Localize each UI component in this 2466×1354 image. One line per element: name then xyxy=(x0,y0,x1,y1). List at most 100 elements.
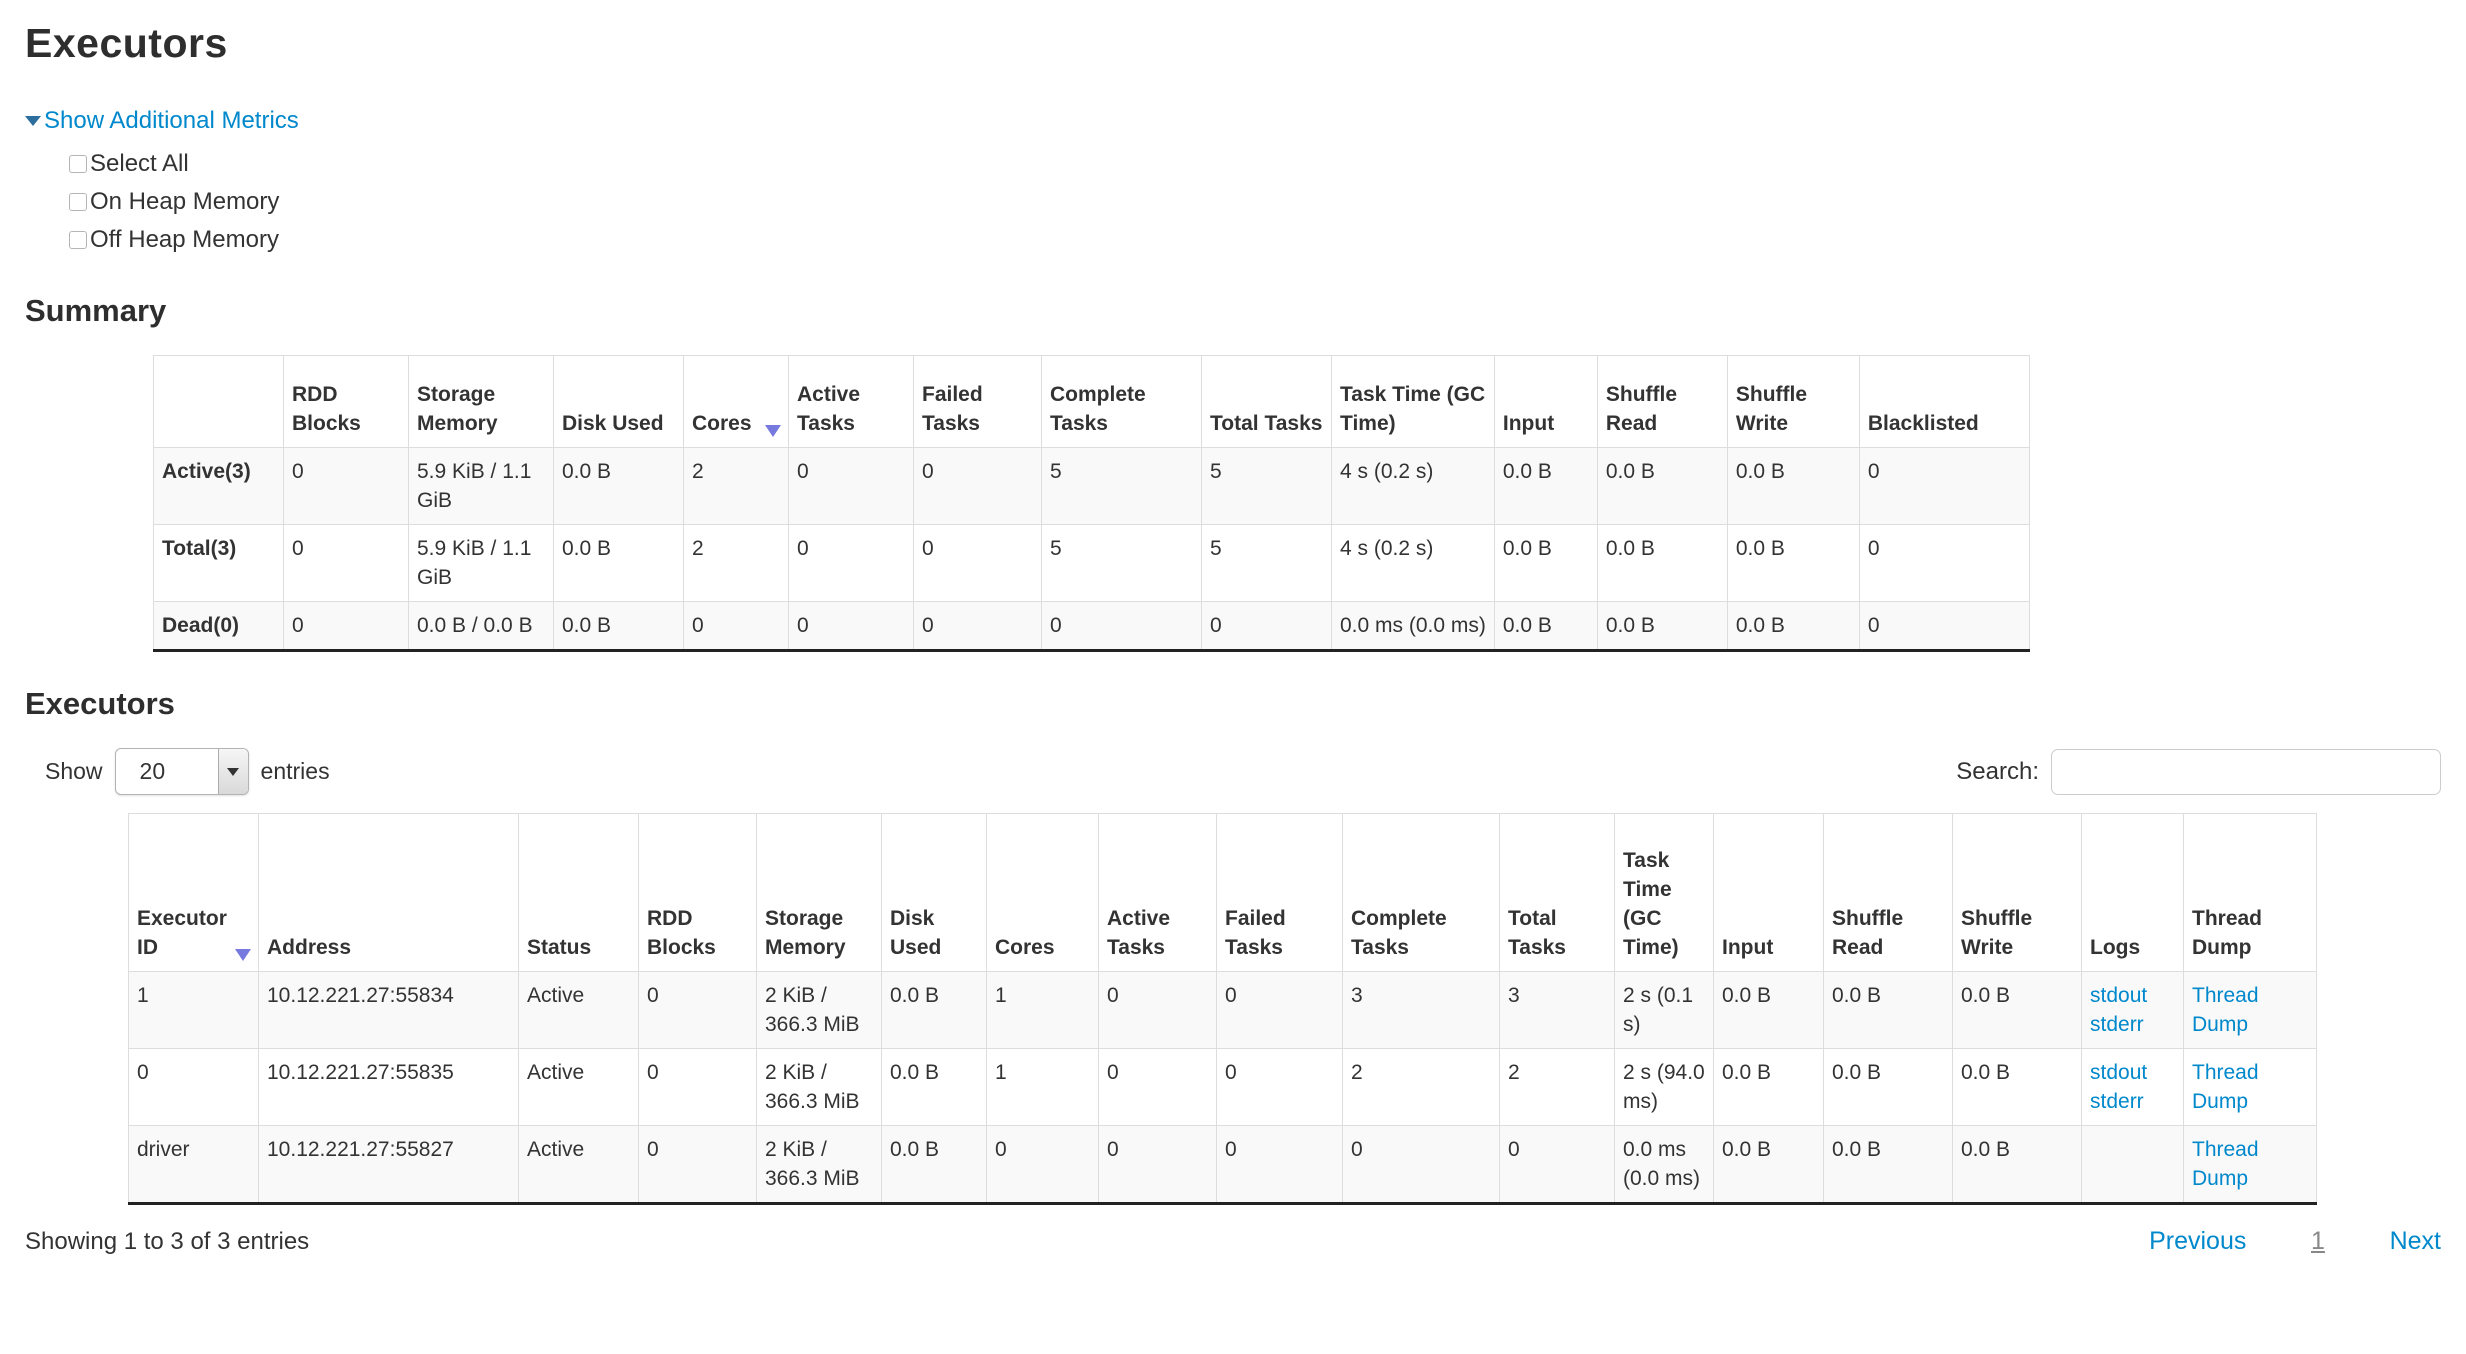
summary-cell: 0.0 B xyxy=(1726,447,1860,525)
executors-col-executor-id[interactable]: Executor ID xyxy=(128,813,259,972)
executors-col-logs[interactable]: Logs xyxy=(2081,813,2184,972)
summary-col-total-tasks[interactable]: Total Tasks xyxy=(1201,355,1332,448)
search-input[interactable] xyxy=(2051,748,2441,795)
summary-row-total: Total(3) 0 5.9 KiB / 1.1 GiB 0.0 B 2 0 0… xyxy=(153,524,2030,602)
pagination-previous[interactable]: Previous xyxy=(2149,1227,2247,1255)
summary-col-complete-tasks[interactable]: Complete Tasks xyxy=(1041,355,1202,448)
thread-dump-link[interactable]: Thread Dump xyxy=(2192,1061,2259,1113)
summary-cell: 0 xyxy=(913,447,1042,525)
shuffle-read-cell: 0.0 B xyxy=(1823,971,1953,1049)
on-heap-memory-checkbox[interactable] xyxy=(69,193,87,211)
show-additional-metrics-toggle[interactable]: Show Additional Metrics xyxy=(25,107,2441,135)
stderr-link[interactable]: stderr xyxy=(2090,1090,2144,1113)
metric-option-off-heap-memory[interactable]: Off Heap Memory xyxy=(69,221,2441,259)
input-cell: 0.0 B xyxy=(1713,1048,1824,1126)
summary-cell: 0.0 B xyxy=(553,447,684,525)
summary-col-cores[interactable]: Cores xyxy=(683,355,789,448)
failed-tasks-cell: 0 xyxy=(1216,1125,1343,1204)
summary-col-blacklisted[interactable]: Blacklisted xyxy=(1858,355,2030,448)
summary-cell: 0.0 B / 0.0 B xyxy=(408,601,554,651)
off-heap-memory-checkbox[interactable] xyxy=(69,231,87,249)
summary-col-disk-used[interactable]: Disk Used xyxy=(553,355,684,448)
executors-col-complete-tasks[interactable]: Complete Tasks xyxy=(1342,813,1500,972)
summary-col-active-tasks[interactable]: Active Tasks xyxy=(788,355,914,448)
datatable-footer: Showing 1 to 3 of 3 entries Previous 1 N… xyxy=(25,1227,2441,1256)
metric-option-on-heap-memory[interactable]: On Heap Memory xyxy=(69,183,2441,221)
executors-col-thread-dump[interactable]: Thread Dump xyxy=(2183,813,2317,972)
show-label: Show xyxy=(45,758,103,784)
summary-col-rdd-blocks[interactable]: RDD Blocks xyxy=(283,355,409,448)
summary-heading: Summary xyxy=(25,293,167,328)
summary-col-blank[interactable] xyxy=(153,355,284,448)
storage-memory-cell: 2 KiB / 366.3 MiB xyxy=(756,1048,882,1126)
executors-col-total-tasks[interactable]: Total Tasks xyxy=(1499,813,1615,972)
logs-cell: stdout stderr xyxy=(2081,1048,2184,1126)
summary-col-task-time[interactable]: Task Time (GC Time) xyxy=(1331,355,1495,448)
thread-dump-link[interactable]: Thread Dump xyxy=(2192,984,2259,1036)
select-all-checkbox[interactable] xyxy=(69,155,87,173)
total-tasks-cell: 2 xyxy=(1499,1048,1615,1126)
thread-dump-cell: Thread Dump xyxy=(2183,1125,2317,1204)
pagination: Previous 1 Next xyxy=(2091,1227,2441,1256)
status-cell: Active xyxy=(518,1125,639,1204)
summary-cell: 0 xyxy=(788,601,914,651)
complete-tasks-cell: 2 xyxy=(1342,1048,1500,1126)
rdd-blocks-cell: 0 xyxy=(638,1048,757,1126)
executors-col-storage-memory[interactable]: Storage Memory xyxy=(756,813,882,972)
summary-cell: 0 xyxy=(1858,447,2030,525)
thread-dump-link[interactable]: Thread Dump xyxy=(2192,1138,2259,1190)
summary-col-input[interactable]: Input xyxy=(1493,355,1598,448)
executors-col-task-time[interactable]: Task Time (GC Time) xyxy=(1614,813,1714,972)
stderr-link[interactable]: stderr xyxy=(2090,1013,2144,1036)
metric-option-select-all[interactable]: Select All xyxy=(69,145,2441,183)
page-title: Executors xyxy=(25,20,228,66)
entries-select[interactable]: 20 xyxy=(114,748,249,795)
search-label: Search: xyxy=(1956,757,2039,785)
show-additional-metrics-link[interactable]: Show Additional Metrics xyxy=(44,107,299,134)
executors-col-failed-tasks[interactable]: Failed Tasks xyxy=(1216,813,1343,972)
executor-id-cell: driver xyxy=(128,1125,259,1204)
complete-tasks-cell: 3 xyxy=(1342,971,1500,1049)
search-control: Search: xyxy=(1956,748,2441,795)
total-tasks-cell: 0 xyxy=(1499,1125,1615,1204)
summary-col-failed-tasks[interactable]: Failed Tasks xyxy=(913,355,1042,448)
complete-tasks-cell: 0 xyxy=(1342,1125,1500,1204)
executors-col-status[interactable]: Status xyxy=(518,813,639,972)
executors-col-disk-used[interactable]: Disk Used xyxy=(881,813,987,972)
thread-dump-cell: Thread Dump xyxy=(2183,1048,2317,1126)
executors-col-address[interactable]: Address xyxy=(258,813,519,972)
summary-cell: 0.0 B xyxy=(1493,524,1598,602)
summary-cell: 0.0 B xyxy=(1726,601,1860,651)
executors-col-cores[interactable]: Cores xyxy=(986,813,1099,972)
executors-col-shuffle-read[interactable]: Shuffle Read xyxy=(1823,813,1953,972)
summary-cell: 0.0 B xyxy=(553,524,684,602)
status-cell: Active xyxy=(518,1048,639,1126)
stdout-link[interactable]: stdout xyxy=(2090,1061,2148,1084)
active-tasks-cell: 0 xyxy=(1098,1048,1217,1126)
executors-col-shuffle-write[interactable]: Shuffle Write xyxy=(1952,813,2082,972)
summary-col-shuffle-write[interactable]: Shuffle Write xyxy=(1726,355,1860,448)
disk-used-cell: 0.0 B xyxy=(881,971,987,1049)
task-time-cell: 2 s (94.0 ms) xyxy=(1614,1048,1714,1126)
summary-cell: 0.0 B xyxy=(1493,447,1598,525)
summary-cell: 0 xyxy=(1201,601,1332,651)
summary-table: RDD Blocks Storage Memory Disk Used Core… xyxy=(153,355,2030,652)
entries-info: Showing 1 to 3 of 3 entries xyxy=(25,1227,310,1255)
pagination-page-1[interactable]: 1 xyxy=(2311,1227,2325,1255)
input-cell: 0.0 B xyxy=(1713,1125,1824,1204)
summary-col-storage-memory[interactable]: Storage Memory xyxy=(408,355,554,448)
summary-row-label: Dead(0) xyxy=(153,601,284,651)
pagination-next[interactable]: Next xyxy=(2389,1227,2441,1255)
executors-col-input[interactable]: Input xyxy=(1713,813,1824,972)
executor-row: driver 10.12.221.27:55827 Active 0 2 KiB… xyxy=(128,1125,2317,1204)
executors-col-rdd-blocks[interactable]: RDD Blocks xyxy=(638,813,757,972)
checkbox-label: Select All xyxy=(90,150,189,177)
stdout-link[interactable]: stdout xyxy=(2090,984,2148,1007)
summary-cell: 5.9 KiB / 1.1 GiB xyxy=(408,524,554,602)
summary-cell: 5 xyxy=(1201,447,1332,525)
rdd-blocks-cell: 0 xyxy=(638,1125,757,1204)
summary-col-shuffle-read[interactable]: Shuffle Read xyxy=(1596,355,1728,448)
cores-cell: 1 xyxy=(986,1048,1099,1126)
sort-desc-icon xyxy=(765,425,781,437)
executors-col-active-tasks[interactable]: Active Tasks xyxy=(1098,813,1217,972)
